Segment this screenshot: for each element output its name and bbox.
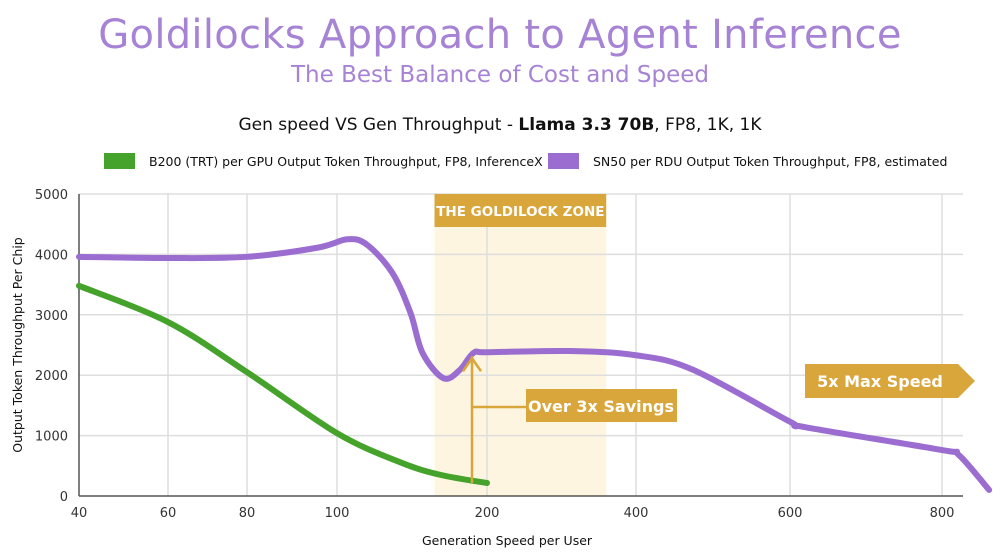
goldilock-zone-label: THE GOLDILOCK ZONE — [436, 204, 604, 220]
legend-label-sn50: SN50 per RDU Output Token Throughput, FP… — [593, 153, 948, 169]
page-subtitle: The Best Balance of Cost and Speed — [291, 62, 709, 88]
y-tick-label: 0 — [60, 490, 68, 505]
y-tick-label: 5000 — [35, 188, 68, 203]
savings-label-box — [526, 389, 677, 422]
y-axis-title: Output Token Throughput Per Chip — [10, 237, 25, 453]
x-tick-label: 800 — [930, 506, 955, 521]
y-tick-label: 3000 — [35, 309, 68, 324]
series-line-b200 — [76, 282, 490, 487]
max-speed-arrow-box — [805, 364, 975, 398]
y-tick-label: 2000 — [35, 369, 68, 384]
x-tick-label: 60 — [160, 506, 177, 521]
x-tick-label: 80 — [239, 506, 256, 521]
y-tick-label: 1000 — [35, 430, 68, 445]
chart-title-model: Llama 3.3 70B — [518, 115, 655, 135]
legend-item-sn50: SN50 per RDU Output Token Throughput, FP… — [548, 153, 947, 169]
x-tick-label: 100 — [325, 506, 350, 521]
chart-title-suffix: , FP8, 1K, 1K — [654, 115, 762, 135]
series-line-sn50 — [76, 236, 993, 493]
page-title: Goldilocks Approach to Agent Inference — [98, 12, 902, 58]
max-speed-label: 5x Max Speed — [817, 372, 943, 391]
legend-item-b200: B200 (TRT) per GPU Output Token Throughp… — [104, 153, 543, 169]
goldilock-zone-band — [434, 194, 607, 496]
chart-title-prefix: Gen speed VS Gen Throughput - — [238, 115, 519, 135]
x-tick-label: 600 — [778, 506, 803, 521]
legend-swatch-purple — [548, 153, 579, 169]
x-tick-label: 40 — [71, 506, 88, 521]
x-axis-title: Generation Speed per User — [422, 533, 593, 548]
chart-title: Gen speed VS Gen Throughput - Llama 3.3 … — [0, 115, 1000, 135]
y-tick-label: 4000 — [35, 248, 68, 263]
goldilock-zone-label-box — [434, 194, 607, 227]
legend-swatch-green — [104, 153, 135, 169]
x-tick-label: 200 — [475, 506, 500, 521]
x-tick-label: 400 — [624, 506, 649, 521]
savings-arrow-head-icon — [461, 356, 483, 372]
savings-label: Over 3x Savings — [528, 397, 674, 416]
legend-label-b200: B200 (TRT) per GPU Output Token Throughp… — [149, 153, 543, 169]
